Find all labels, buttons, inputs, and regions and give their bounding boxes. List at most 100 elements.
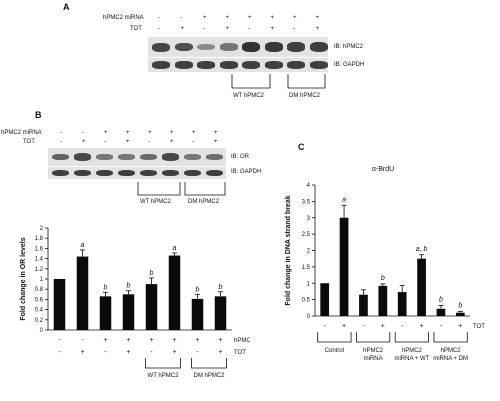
panel-b-gapdh-band-0 <box>52 169 69 177</box>
panel-b-row1-sign-5: + <box>170 130 174 136</box>
chart-b-row1-sign-1: - <box>81 337 84 344</box>
chart-b-ytick-label-1: 0.2 <box>35 318 44 324</box>
panel-a-hpmc2-band-6 <box>287 42 305 52</box>
chart-b-ytick-label-5: 1 <box>40 277 44 283</box>
chart-b-bar-7 <box>214 296 227 330</box>
panel-a-row2-sign-7: + <box>315 26 320 32</box>
chart-b-row1-sign-2: + <box>103 337 107 344</box>
panel-b-row1-sign-1: - <box>82 130 84 136</box>
panel-a-row1-label: hPMC2 miRNA <box>103 15 144 21</box>
chart-b-annotation-4: b <box>150 270 154 277</box>
chart-c-group-label-1: hPMC2 miRNA <box>363 348 384 362</box>
chart-c-bar-0 <box>320 283 330 316</box>
panel-a-row1-sign-6: + <box>293 15 297 21</box>
panel-a-blot-gapdh <box>148 58 328 72</box>
chart-c-group-label-3: hPMC2 miRNA + DM <box>433 348 468 362</box>
panel-a-gapdh-band-7 <box>309 61 328 69</box>
panel-a-hpmc2-band-3 <box>219 43 238 51</box>
panel-a-gapdh-band-2 <box>197 61 215 69</box>
chart-c-bar-6 <box>436 308 446 316</box>
panel-b-row2-sign-5: + <box>170 139 174 145</box>
panel-b-gapdh-band-1 <box>74 169 91 177</box>
chart-c-annotation-3: b <box>381 275 385 282</box>
chart-c-bar-4 <box>397 292 407 316</box>
panel-b-row2-sign-3: + <box>126 139 130 145</box>
chart-b-bar-5 <box>168 255 181 330</box>
chart-b-row2-sign-5: + <box>172 349 176 356</box>
chart-c-bar-2 <box>359 294 368 316</box>
chart-c-bar-3 <box>378 285 388 316</box>
panel-a-group2-label: DM hPMC2 <box>289 93 321 99</box>
panel-b-letter: B <box>35 110 42 120</box>
chart-b-row1-sign-5: + <box>172 337 176 344</box>
chart-b-annotation-3: b <box>127 283 131 290</box>
panel-b-blot1-label: IB: OR <box>231 154 250 160</box>
panel-a-row1-sign-1: - <box>180 15 183 21</box>
chart-b-bracket-1 <box>145 358 181 369</box>
panel-b-row1-sign-0: - <box>60 130 62 136</box>
chart-b-annotation-5: a <box>173 245 177 252</box>
panel-b-row2-sign-4: - <box>148 139 150 145</box>
panel-b-or-band-2 <box>96 154 113 160</box>
chart-c-tot-sign-7: + <box>458 323 462 330</box>
panel-b-blot2-label: IB: GAPDH <box>231 169 262 175</box>
panel-a-row1-sign-5: + <box>270 15 275 21</box>
chart-c-ytick-label-3: 1.5 <box>302 265 311 271</box>
chart-b-row1-sign-6: + <box>195 337 199 344</box>
chart-b-bar-6 <box>191 298 204 330</box>
panel-a-row2-sign-5: + <box>270 26 275 32</box>
chart-b-row1-sign-0: - <box>58 337 61 344</box>
panel-b-blot-or <box>48 148 226 166</box>
chart-b-bar-4 <box>145 284 158 330</box>
panel-b-blot-group1-label: WT hPMC2 <box>140 199 171 205</box>
panel-a-row2-sign-4: - <box>248 26 250 32</box>
panel-a-gapdh-band-1 <box>174 61 193 69</box>
chart-c-ytick-label-7: 3.5 <box>302 199 311 205</box>
chart-b-ytick-label-0: 0 <box>40 328 44 334</box>
panel-b-or-band-3 <box>118 154 135 160</box>
panel-a-blot-hpmc2 <box>148 37 328 57</box>
chart-b-row2-label: TOT <box>234 350 246 356</box>
chart-b-group1-label: WT hPMC2 <box>148 373 180 379</box>
panel-b-row2-sign-6: - <box>192 139 194 145</box>
chart-c-tot-sign-1: + <box>342 323 346 330</box>
chart-c-group-bracket-0 <box>317 332 352 343</box>
panel-b-row2-sign-1: + <box>82 139 86 145</box>
panel-b-or-band-0 <box>52 153 69 161</box>
panel-a-row2-sign-3: + <box>225 26 230 32</box>
panel-a-row1-sign-0: - <box>158 15 160 21</box>
chart-c-bar-5 <box>417 258 426 316</box>
panel-b-row2-sign-7: + <box>214 139 218 145</box>
chart-c-group-bracket-3 <box>433 332 468 343</box>
chart-c-ytick-label-0: 0 <box>307 314 311 320</box>
panel-a-hpmc2-band-7 <box>309 42 328 52</box>
chart-c-ytick-label-2: 1 <box>307 281 311 287</box>
panel-a-blot1-label: IB: hPMC2 <box>334 44 364 50</box>
chart-c-bar-7 <box>455 312 465 316</box>
panel-b-gapdh-band-2 <box>96 169 113 177</box>
chart-c-annotation-7: b <box>458 302 462 309</box>
chart-b-ytick-label-2: 0.4 <box>35 308 44 314</box>
chart-c-group-label-2: hPMC2 miRNA + WT <box>394 348 429 362</box>
panel-a-row1-sign-4: + <box>248 15 252 21</box>
panel-a-group1-label: WT hPMC2 <box>233 93 264 99</box>
chart-b-row1-sign-4: + <box>149 337 153 344</box>
panel-b-gapdh-band-7 <box>206 169 223 177</box>
chart-b-row2-sign-0: - <box>58 349 61 356</box>
panel-b-row1-sign-7: + <box>214 130 218 136</box>
panel-a-gapdh-band-0 <box>152 61 170 69</box>
chart-b-annotation-2: b <box>104 284 108 291</box>
chart-b-ytick-label-9: 1.8 <box>35 236 44 242</box>
panel-b-blot-group2-label: DM hPMC2 <box>188 199 220 205</box>
chart-b-row2-sign-7: + <box>218 349 222 356</box>
chart-b-bar-3 <box>122 294 135 330</box>
panel-b-row1-sign-4: + <box>148 130 152 136</box>
chart-c-tot-sign-0: - <box>324 323 327 330</box>
chart-c-ytick-label-5: 2.5 <box>302 232 311 238</box>
panel-c-chart: α-BrdU 0 0.5 1 1.5 2 2.5 3 3.5 4 Fold change in DN… <box>285 166 485 362</box>
panel-a-hpmc2-band-0 <box>152 42 170 52</box>
chart-b-ytick-label-6: 1.2 <box>35 267 44 273</box>
panel-b-row1-label: hPMC2 miRNA <box>1 130 42 136</box>
chart-c-group-bracket-2 <box>394 332 429 343</box>
